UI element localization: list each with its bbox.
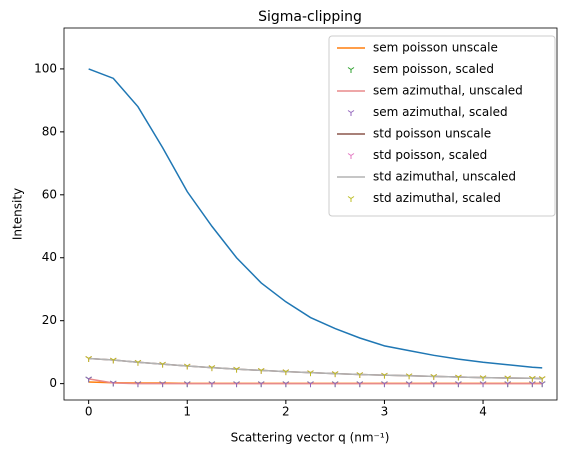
marker	[159, 361, 166, 368]
legend-label: std azimuthal, scaled	[373, 191, 501, 205]
marker	[430, 373, 438, 380]
marker	[356, 381, 364, 388]
chart-title: Sigma-clipping	[258, 9, 362, 25]
marker	[282, 369, 290, 376]
marker	[347, 67, 355, 73]
marker-series	[85, 356, 546, 383]
y-tick-label: 20	[42, 313, 57, 327]
x-tick-label: 1	[183, 405, 191, 419]
marker	[405, 373, 413, 380]
marker	[110, 357, 117, 364]
marker	[159, 381, 166, 388]
marker	[282, 381, 290, 388]
y-tick-label: 0	[49, 376, 57, 390]
marker	[529, 375, 536, 382]
y-tick-label: 60	[42, 187, 57, 201]
marker	[257, 367, 265, 374]
marker	[538, 381, 546, 388]
marker	[208, 381, 216, 388]
series-line	[88, 378, 543, 385]
marker-series	[85, 356, 546, 383]
y-tick-label: 40	[42, 250, 57, 264]
marker	[183, 381, 191, 388]
marker	[85, 376, 92, 383]
marker	[538, 376, 546, 383]
marker	[307, 381, 314, 388]
marker	[381, 381, 388, 388]
marker	[455, 374, 462, 381]
marker	[134, 359, 142, 366]
legend-label: sem azimuthal, unscaled	[373, 84, 523, 98]
marker	[347, 110, 355, 116]
marker	[479, 375, 487, 382]
y-tick-label: 100	[34, 61, 57, 75]
marker	[356, 372, 364, 379]
marker	[347, 196, 355, 202]
x-tick-label: 3	[381, 405, 389, 419]
plot-frame	[63, 27, 558, 401]
series-line	[88, 357, 543, 380]
marker	[479, 381, 487, 388]
x-tick-label: 0	[85, 405, 93, 419]
marker	[381, 372, 388, 379]
marker	[529, 381, 536, 388]
marker	[85, 356, 92, 362]
marker	[134, 381, 142, 388]
legend-box	[328, 35, 556, 217]
marker	[307, 370, 314, 377]
marker	[405, 381, 413, 388]
marker	[233, 381, 240, 388]
series-line	[88, 68, 543, 369]
marker	[233, 366, 240, 373]
marker	[208, 365, 216, 372]
marker	[504, 381, 511, 388]
marker	[347, 153, 355, 159]
marker-series	[85, 376, 546, 388]
x-tick-label: 2	[282, 405, 290, 419]
marker	[331, 381, 339, 388]
x-tick-label: 4	[479, 405, 487, 419]
marker	[455, 381, 462, 388]
y-axis-label: Intensity	[11, 188, 25, 240]
marker	[257, 381, 265, 388]
marker	[430, 381, 438, 388]
marker	[183, 363, 191, 370]
marker-series	[85, 376, 546, 388]
legend-label: sem azimuthal, scaled	[373, 105, 508, 119]
legend-label: std poisson, scaled	[373, 148, 487, 162]
marker	[504, 375, 511, 382]
legend-label: sem poisson, scaled	[373, 62, 494, 76]
y-tick-label: 80	[42, 124, 57, 138]
x-axis-label: Scattering vector q (nm⁻¹)	[231, 431, 390, 445]
legend-label: std poisson unscale	[373, 127, 491, 141]
legend-label: sem poisson unscale	[373, 41, 498, 55]
marker	[110, 380, 117, 387]
legend-label: std azimuthal, unscaled	[373, 170, 516, 184]
marker	[331, 371, 339, 378]
